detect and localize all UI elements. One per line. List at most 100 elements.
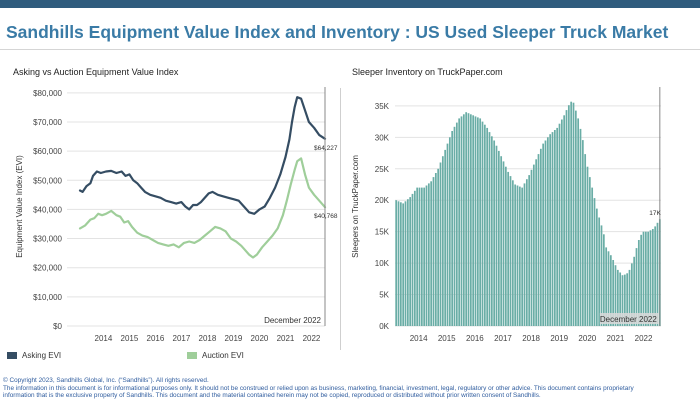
- inventory-bar: [504, 166, 507, 326]
- inventory-bar: [621, 275, 624, 326]
- evi-x-tick-label: 2016: [147, 334, 165, 343]
- page-title: Sandhills Equipment Value Index and Inve…: [6, 22, 669, 42]
- inventory-bar: [574, 110, 577, 326]
- inventory-bar: [444, 149, 447, 326]
- inventory-bar: [514, 184, 517, 326]
- inventory-bar: [584, 154, 587, 326]
- inventory-bar: [516, 185, 519, 326]
- evi-line-chart: $0 $10,000 $20,000 $30,000 $40,000 $50,000 $60…: [15, 87, 338, 343]
- inventory-bar: [521, 187, 524, 326]
- inventory-bar: [395, 200, 398, 326]
- asking-evi-line: [78, 96, 327, 215]
- inventory-x-tick-label: 2016: [466, 334, 484, 343]
- inventory-bar: [420, 187, 423, 326]
- inventory-bar: [413, 190, 416, 326]
- inventory-bar: [616, 269, 619, 326]
- inventory-bar: [623, 274, 626, 326]
- inventory-bar: [595, 208, 598, 326]
- inventory-bar: [507, 171, 510, 326]
- inventory-x-tick-label: 2018: [522, 334, 540, 343]
- inventory-bar: [630, 263, 633, 326]
- legend-swatch-asking: [7, 352, 17, 359]
- inventory-bar: [423, 187, 426, 326]
- inventory-bar: [635, 248, 638, 326]
- inventory-bar: [570, 101, 573, 326]
- inventory-bar: [614, 265, 617, 326]
- inventory-bar: [460, 116, 463, 327]
- inventory-bar: [612, 260, 615, 326]
- footer-line-2: The information in this document is for …: [3, 384, 634, 392]
- inventory-bar: [651, 229, 654, 326]
- inventory-bar: [588, 177, 591, 326]
- legend-swatch-auction: [187, 352, 197, 359]
- inventory-bar: [532, 164, 535, 326]
- footer-line-3: information that is the exclusive proper…: [3, 392, 541, 400]
- inventory-bar: [537, 154, 540, 326]
- inventory-bar: [434, 173, 437, 326]
- evi-x-ticks: 2014 2015 2016 2017 2018 2019 2020 2021 2022 Equi…: [15, 155, 321, 343]
- inventory-x-tick-label: 2017: [494, 334, 512, 343]
- evi-x-tick-label: 2019: [225, 334, 243, 343]
- inventory-bar: [467, 113, 470, 326]
- inventory-bar: [579, 128, 582, 326]
- evi-y-tick-label: $70,000: [33, 118, 62, 127]
- inventory-bar: [535, 159, 538, 326]
- inventory-bar: [649, 230, 652, 326]
- inventory-bar: [654, 226, 657, 326]
- inventory-bar: [469, 114, 472, 326]
- inventory-bar: [556, 127, 559, 327]
- inventory-bar: [446, 143, 449, 326]
- inventory-bar: [502, 161, 505, 326]
- evi-y-tick-label: $30,000: [33, 235, 62, 244]
- inventory-bar: [432, 177, 435, 326]
- inventory-december-marker-label: December 2022: [600, 315, 657, 324]
- inventory-bar: [530, 169, 533, 326]
- inventory-bar: [551, 132, 554, 326]
- inventory-bar: [509, 176, 512, 326]
- inventory-bar: [586, 166, 589, 326]
- inventory-grid: [395, 105, 661, 327]
- evi-y-axis-label: Equipment Value Index (EVI): [15, 155, 24, 258]
- evi-x-tick-label: 2022: [303, 334, 321, 343]
- top-accent-bar: [0, 0, 700, 8]
- inventory-bar: [416, 187, 419, 326]
- inventory-y-tick-label: 10K: [375, 259, 390, 268]
- inventory-bar: [511, 180, 514, 326]
- inventory-bar: [539, 148, 542, 326]
- inventory-bar: [399, 202, 402, 326]
- inventory-bar: [418, 187, 421, 326]
- inventory-bar: [430, 181, 433, 326]
- evi-x-tick-label: 2014: [95, 334, 113, 343]
- inventory-bar: [542, 143, 545, 326]
- copyright-footer: © Copyright 2023, Sandhills Global, Inc.…: [3, 377, 697, 400]
- inventory-x-tick-label: 2015: [438, 334, 456, 343]
- inventory-bar: [619, 272, 622, 326]
- evi-x-tick-label: 2021: [277, 334, 295, 343]
- inventory-bar: [476, 117, 479, 327]
- footer-line-1: © Copyright 2023, Sandhills Global, Inc.…: [3, 377, 209, 384]
- inventory-bar: [593, 198, 596, 326]
- inventory-bar: [563, 115, 566, 326]
- inventory-bar: [465, 112, 468, 326]
- inventory-y-tick-label: 5K: [379, 291, 389, 300]
- inventory-bar: [490, 136, 493, 326]
- inventory-bar: [637, 240, 640, 326]
- inventory-bars: [395, 101, 661, 327]
- evi-y-ticks: $0 $10,000 $20,000 $30,000 $40,000 $50,000 $60…: [33, 89, 62, 331]
- inventory-bar: [402, 203, 405, 326]
- inventory-bar: [598, 217, 601, 326]
- evi-annotations: December 2022 $64,227 $40,768: [264, 87, 338, 326]
- inventory-bar: [626, 273, 629, 326]
- inventory-bar: [523, 183, 526, 326]
- inventory-bar: [647, 231, 650, 326]
- inventory-bar: [479, 118, 482, 327]
- inventory-bar: [577, 118, 580, 327]
- inventory-bar: [633, 256, 636, 326]
- evi-x-tick-label: 2017: [173, 334, 191, 343]
- asking-evi-end-label: $64,227: [314, 145, 338, 152]
- inventory-bar: [404, 201, 407, 326]
- evi-series: [78, 96, 327, 259]
- inventory-bar: [453, 126, 456, 326]
- inventory-y-tick-label: 0K: [379, 322, 389, 331]
